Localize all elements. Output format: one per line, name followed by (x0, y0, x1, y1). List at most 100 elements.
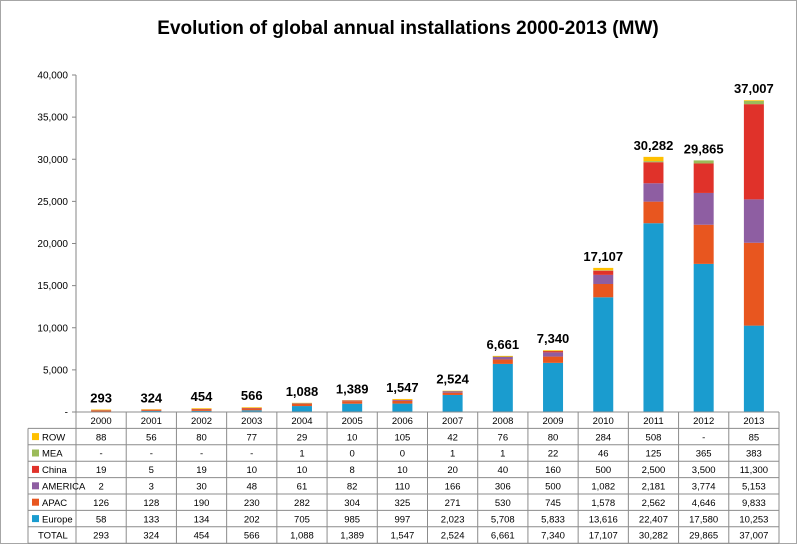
bar-segment-row-2010 (593, 267, 614, 271)
table-cell: 365 (696, 449, 712, 460)
table-cell: 1,082 (591, 482, 615, 493)
table-cell: 284 (595, 432, 611, 443)
legend-swatch-europe (32, 515, 39, 523)
bar-segment-row-2008 (492, 355, 513, 357)
bar-segment-apac-2012 (693, 224, 714, 264)
bar-segment-apac-2009 (543, 356, 564, 363)
table-total-cell: 6,661 (491, 531, 515, 542)
bar-segment-america-2011 (643, 183, 664, 202)
table-cell: 325 (394, 498, 410, 509)
bar-segment-europe-2005 (342, 403, 363, 412)
bar-segment-europe-2012 (693, 263, 714, 412)
table-cell: 3,774 (692, 482, 716, 493)
bar-segment-china-2010 (593, 270, 614, 275)
y-tick-label: 30,000 (37, 155, 68, 166)
table-cell: 10,253 (739, 514, 768, 525)
table-cell: 10 (297, 465, 308, 476)
total-label-2007: 2,524 (436, 372, 469, 387)
legend-swatch-america (32, 482, 39, 490)
table-cell: 105 (394, 432, 410, 443)
bar-segment-apac-2004 (291, 403, 312, 407)
table-cell: 5,708 (491, 514, 515, 525)
table-cell: 1 (450, 449, 455, 460)
table-cell: 126 (93, 498, 109, 509)
table-total-cell: 1,547 (391, 531, 415, 542)
table-cell: 2,562 (642, 498, 666, 509)
table-cell: 2,181 (642, 482, 666, 493)
table-cell: 22 (548, 449, 559, 460)
table-cell: 0 (350, 449, 355, 460)
total-label-2004: 1,088 (286, 384, 319, 399)
table-cell: 29 (297, 432, 308, 443)
table-cell: 383 (746, 449, 762, 460)
table-cell: 82 (347, 482, 358, 493)
table-cell: 128 (143, 498, 159, 509)
table-cell: 985 (344, 514, 360, 525)
table-total-cell: 293 (93, 531, 109, 542)
table-cell: 705 (294, 514, 310, 525)
table-cell: 10 (246, 465, 257, 476)
table-cell: 508 (646, 432, 662, 443)
bar-segment-america-2007 (442, 391, 463, 393)
table-cell: 530 (495, 498, 511, 509)
y-axis: - 5,000 10,000 15,000 20,000 25,000 30,000 35,0… (37, 71, 77, 419)
table-cell: 56 (146, 432, 157, 443)
x-tick-label: 2011 (643, 416, 663, 427)
bar-segment-europe-2001 (141, 410, 162, 412)
table-total-cell: 37,007 (739, 531, 768, 542)
total-label-2000: 293 (90, 391, 112, 406)
total-label-2009: 7,340 (537, 331, 570, 346)
table-cell: 1,578 (591, 498, 615, 509)
legend-label-apac: APAC (42, 498, 67, 509)
table-cell: 46 (598, 449, 609, 460)
bar-segment-china-2009 (543, 351, 564, 353)
legend-swatch-mea (32, 449, 39, 457)
table-cell: 58 (96, 514, 107, 525)
table-cell: 306 (495, 482, 511, 493)
bar-segment-america-2013 (743, 199, 764, 243)
x-tick-label: 2009 (542, 416, 563, 427)
legend-swatch-apac (32, 498, 39, 506)
table-cell: - (200, 449, 203, 460)
bar-segment-apac-2000 (91, 410, 112, 412)
x-tick-label: 2008 (492, 416, 513, 427)
legend-label-row: ROW (42, 432, 65, 443)
total-label-2001: 324 (140, 390, 162, 405)
bar-segment-apac-2001 (141, 409, 162, 411)
data-table: 2000 2001 2002 2003 2004 2005 2006 2007 2008 2009… (27, 411, 780, 544)
bar-segment-europe-2010 (593, 297, 614, 412)
table-cell: 77 (246, 432, 257, 443)
y-tick-label: 5,000 (43, 365, 68, 376)
table-cell: 133 (143, 514, 159, 525)
bar-segment-apac-2005 (342, 401, 363, 404)
table-cell: 76 (498, 432, 509, 443)
bar-segment-row-2003 (241, 407, 262, 408)
table-cell: 11,300 (740, 465, 768, 476)
table-cell: 61 (297, 482, 308, 493)
table-cell: 160 (545, 465, 561, 476)
bar-segment-row-2006 (392, 398, 413, 400)
x-tick-label: 2005 (342, 416, 363, 427)
x-tick-label: 2006 (392, 416, 413, 427)
table-cell: 166 (445, 482, 461, 493)
total-label-2010: 17,107 (583, 249, 623, 264)
x-tick-label: 2013 (743, 416, 764, 427)
y-tick-label: - (65, 408, 68, 419)
bar-segment-europe-2003 (241, 410, 262, 412)
bar-segment-europe-2004 (291, 406, 312, 412)
table-cell: 1 (500, 449, 505, 460)
bar-segment-europe-2007 (442, 394, 463, 412)
table-cell: 190 (194, 498, 210, 509)
table-cell: 125 (646, 449, 662, 460)
table-cell: 80 (548, 432, 559, 443)
table-cell: 202 (244, 514, 260, 525)
bar-segment-mea-2011 (643, 161, 664, 163)
x-tick-label: 2002 (191, 416, 212, 427)
y-tick-label: 10,000 (37, 323, 68, 334)
table-cell: 5,153 (742, 482, 766, 493)
bar-segment-america-2009 (543, 352, 564, 357)
table-total-cell: 17,107 (589, 531, 618, 542)
table-total-cell: 1,389 (340, 531, 364, 542)
table-cell: 80 (196, 432, 207, 443)
table-cell: 19 (96, 465, 107, 476)
